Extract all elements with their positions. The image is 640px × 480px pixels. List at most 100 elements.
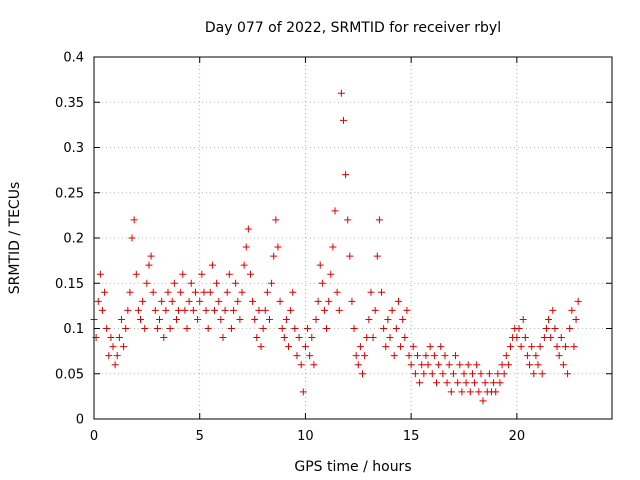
data-point xyxy=(481,379,489,387)
data-point xyxy=(363,334,371,342)
data-point xyxy=(471,379,479,387)
y-tick-label: 0.3 xyxy=(63,141,84,156)
data-point xyxy=(359,370,367,378)
data-point xyxy=(490,379,498,387)
data-point xyxy=(331,207,339,215)
data-point xyxy=(318,279,326,287)
data-point xyxy=(312,315,320,323)
data-point xyxy=(566,325,574,332)
data-point xyxy=(215,297,223,305)
data-point xyxy=(113,352,121,360)
data-point xyxy=(202,306,210,314)
data-point xyxy=(392,325,400,332)
data-point xyxy=(236,315,244,323)
data-point xyxy=(111,361,119,369)
data-point xyxy=(280,334,288,342)
x-tick-label: 0 xyxy=(90,429,98,444)
data-point xyxy=(137,315,145,323)
data-point xyxy=(223,288,231,296)
data-point xyxy=(373,252,381,260)
data-point xyxy=(536,343,544,351)
data-point xyxy=(257,343,265,351)
data-point xyxy=(297,361,305,369)
data-point xyxy=(225,270,233,278)
data-point xyxy=(337,89,345,97)
data-point xyxy=(390,352,398,360)
data-point xyxy=(540,334,548,342)
data-point xyxy=(268,279,276,287)
data-point xyxy=(403,306,411,314)
data-point xyxy=(145,261,153,269)
data-point xyxy=(242,243,250,251)
data-point xyxy=(143,279,151,287)
data-point xyxy=(354,361,362,369)
data-point xyxy=(94,297,102,305)
data-point xyxy=(449,370,457,378)
data-point xyxy=(295,334,303,342)
data-point xyxy=(240,261,248,269)
data-point xyxy=(352,352,360,360)
x-tick-label: 10 xyxy=(297,429,314,444)
data-point xyxy=(196,297,204,305)
data-point xyxy=(530,370,538,378)
data-point xyxy=(282,315,290,323)
data-point xyxy=(194,315,202,323)
data-point xyxy=(382,343,390,351)
data-point xyxy=(426,343,434,351)
data-point xyxy=(551,325,559,332)
data-point xyxy=(335,306,343,314)
data-point xyxy=(316,261,324,269)
data-point xyxy=(545,315,553,323)
data-point xyxy=(299,388,307,396)
data-point xyxy=(141,325,149,332)
data-point xyxy=(308,334,316,342)
data-point xyxy=(293,352,301,360)
data-point xyxy=(388,306,396,314)
y-tick-label: 0.05 xyxy=(55,367,84,382)
data-point xyxy=(128,234,136,242)
data-point xyxy=(458,388,466,396)
data-point xyxy=(117,315,125,323)
data-point xyxy=(181,306,189,314)
data-point xyxy=(103,325,111,332)
data-point xyxy=(109,343,117,351)
data-point xyxy=(523,352,531,360)
data-point xyxy=(422,352,430,360)
data-point xyxy=(101,288,109,296)
data-point xyxy=(172,315,180,323)
data-point xyxy=(147,252,155,260)
data-point xyxy=(287,306,295,314)
y-axis-title: SRMTID / TECUs xyxy=(7,182,23,295)
y-tick-label: 0.4 xyxy=(63,51,84,66)
data-point xyxy=(278,325,286,332)
data-point xyxy=(456,361,464,369)
data-point xyxy=(227,325,235,332)
data-point xyxy=(498,361,506,369)
y-tick-label: 0.2 xyxy=(63,232,84,247)
data-point xyxy=(230,306,238,314)
data-point xyxy=(399,315,407,323)
data-point xyxy=(98,306,106,314)
y-tick-label: 0.35 xyxy=(55,96,84,111)
data-point xyxy=(325,297,333,305)
data-point xyxy=(160,334,168,342)
y-tick-label: 0.25 xyxy=(55,186,84,201)
data-point xyxy=(156,315,164,323)
data-point xyxy=(122,325,130,332)
data-point xyxy=(272,216,280,224)
data-point xyxy=(198,270,206,278)
data-point xyxy=(350,325,358,332)
data-point xyxy=(534,361,542,369)
data-point xyxy=(568,306,576,314)
data-point xyxy=(397,343,405,351)
data-point xyxy=(213,279,221,287)
data-point xyxy=(519,315,527,323)
data-point xyxy=(473,361,481,369)
data-point xyxy=(502,352,510,360)
data-point xyxy=(191,288,199,296)
data-point xyxy=(211,306,219,314)
data-point xyxy=(339,116,347,124)
data-point xyxy=(507,343,515,351)
data-point xyxy=(162,306,170,314)
data-point xyxy=(547,334,555,342)
